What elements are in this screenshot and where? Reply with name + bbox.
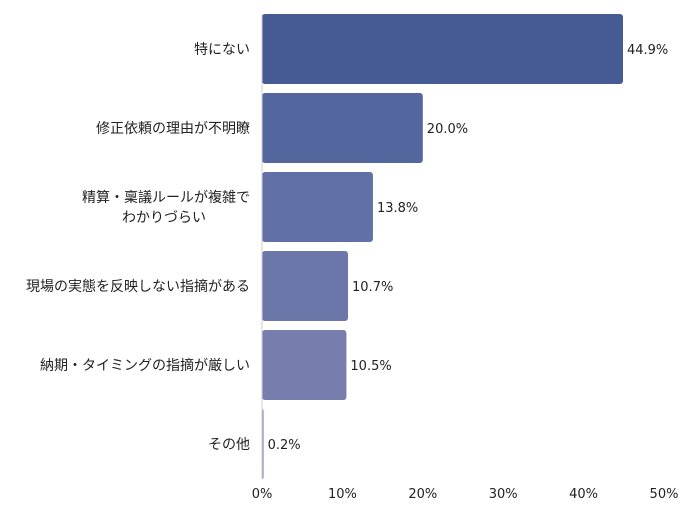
category-label-2: 精算・稟議ルールが複雑でわかりづらい [82, 189, 250, 226]
category-label-line: その他 [208, 437, 250, 453]
category-label-line: 修正依頼の理由が不明瞭 [96, 121, 250, 137]
category-label-line: わかりづらい [122, 210, 206, 226]
x-tick-label-2: 20% [408, 487, 437, 502]
value-label-3: 10.7% [352, 280, 393, 295]
category-label-0: 特にない [194, 42, 250, 58]
bar-0 [262, 14, 623, 84]
bars-group [262, 14, 623, 479]
category-label-1: 修正依頼の理由が不明瞭 [96, 121, 250, 137]
value-label-5: 0.2% [268, 438, 301, 453]
x-tick-label-0: 0% [252, 487, 273, 502]
category-label-3: 現場の実態を反映しない指摘がある [26, 278, 250, 295]
x-tick-label-5: 50% [650, 487, 679, 502]
bar-2 [262, 172, 373, 242]
category-labels-group: 特にない修正依頼の理由が不明瞭精算・稟議ルールが複雑でわかりづらい現場の実態を反… [26, 42, 250, 453]
category-label-4: 納期・タイミングの指摘が厳しい [40, 357, 250, 374]
value-label-4: 10.5% [350, 359, 391, 374]
category-label-line: 現場の実態を反映しない指摘がある [26, 278, 250, 295]
value-label-1: 20.0% [427, 122, 468, 137]
x-tick-label-1: 10% [328, 487, 357, 502]
value-labels-group: 44.9% 20.0% 13.8% 10.7% 10.5% 0.2% [268, 43, 669, 453]
bar-3 [262, 251, 349, 321]
x-tick-label-4: 40% [569, 487, 598, 502]
category-label-line: 精算・稟議ルールが複雑で [82, 189, 250, 206]
category-label-line: 納期・タイミングの指摘が厳しい [40, 357, 250, 374]
bar-1 [262, 93, 423, 163]
x-tick-label-3: 30% [489, 487, 518, 502]
value-label-2: 13.8% [377, 201, 418, 216]
x-axis-ticks-group: 0% 10% 20% 30% 40% 50% [252, 487, 679, 502]
value-label-0: 44.9% [627, 43, 668, 58]
bar-4 [262, 330, 347, 400]
category-label-line: 特にない [194, 42, 250, 58]
category-label-5: その他 [208, 437, 250, 453]
